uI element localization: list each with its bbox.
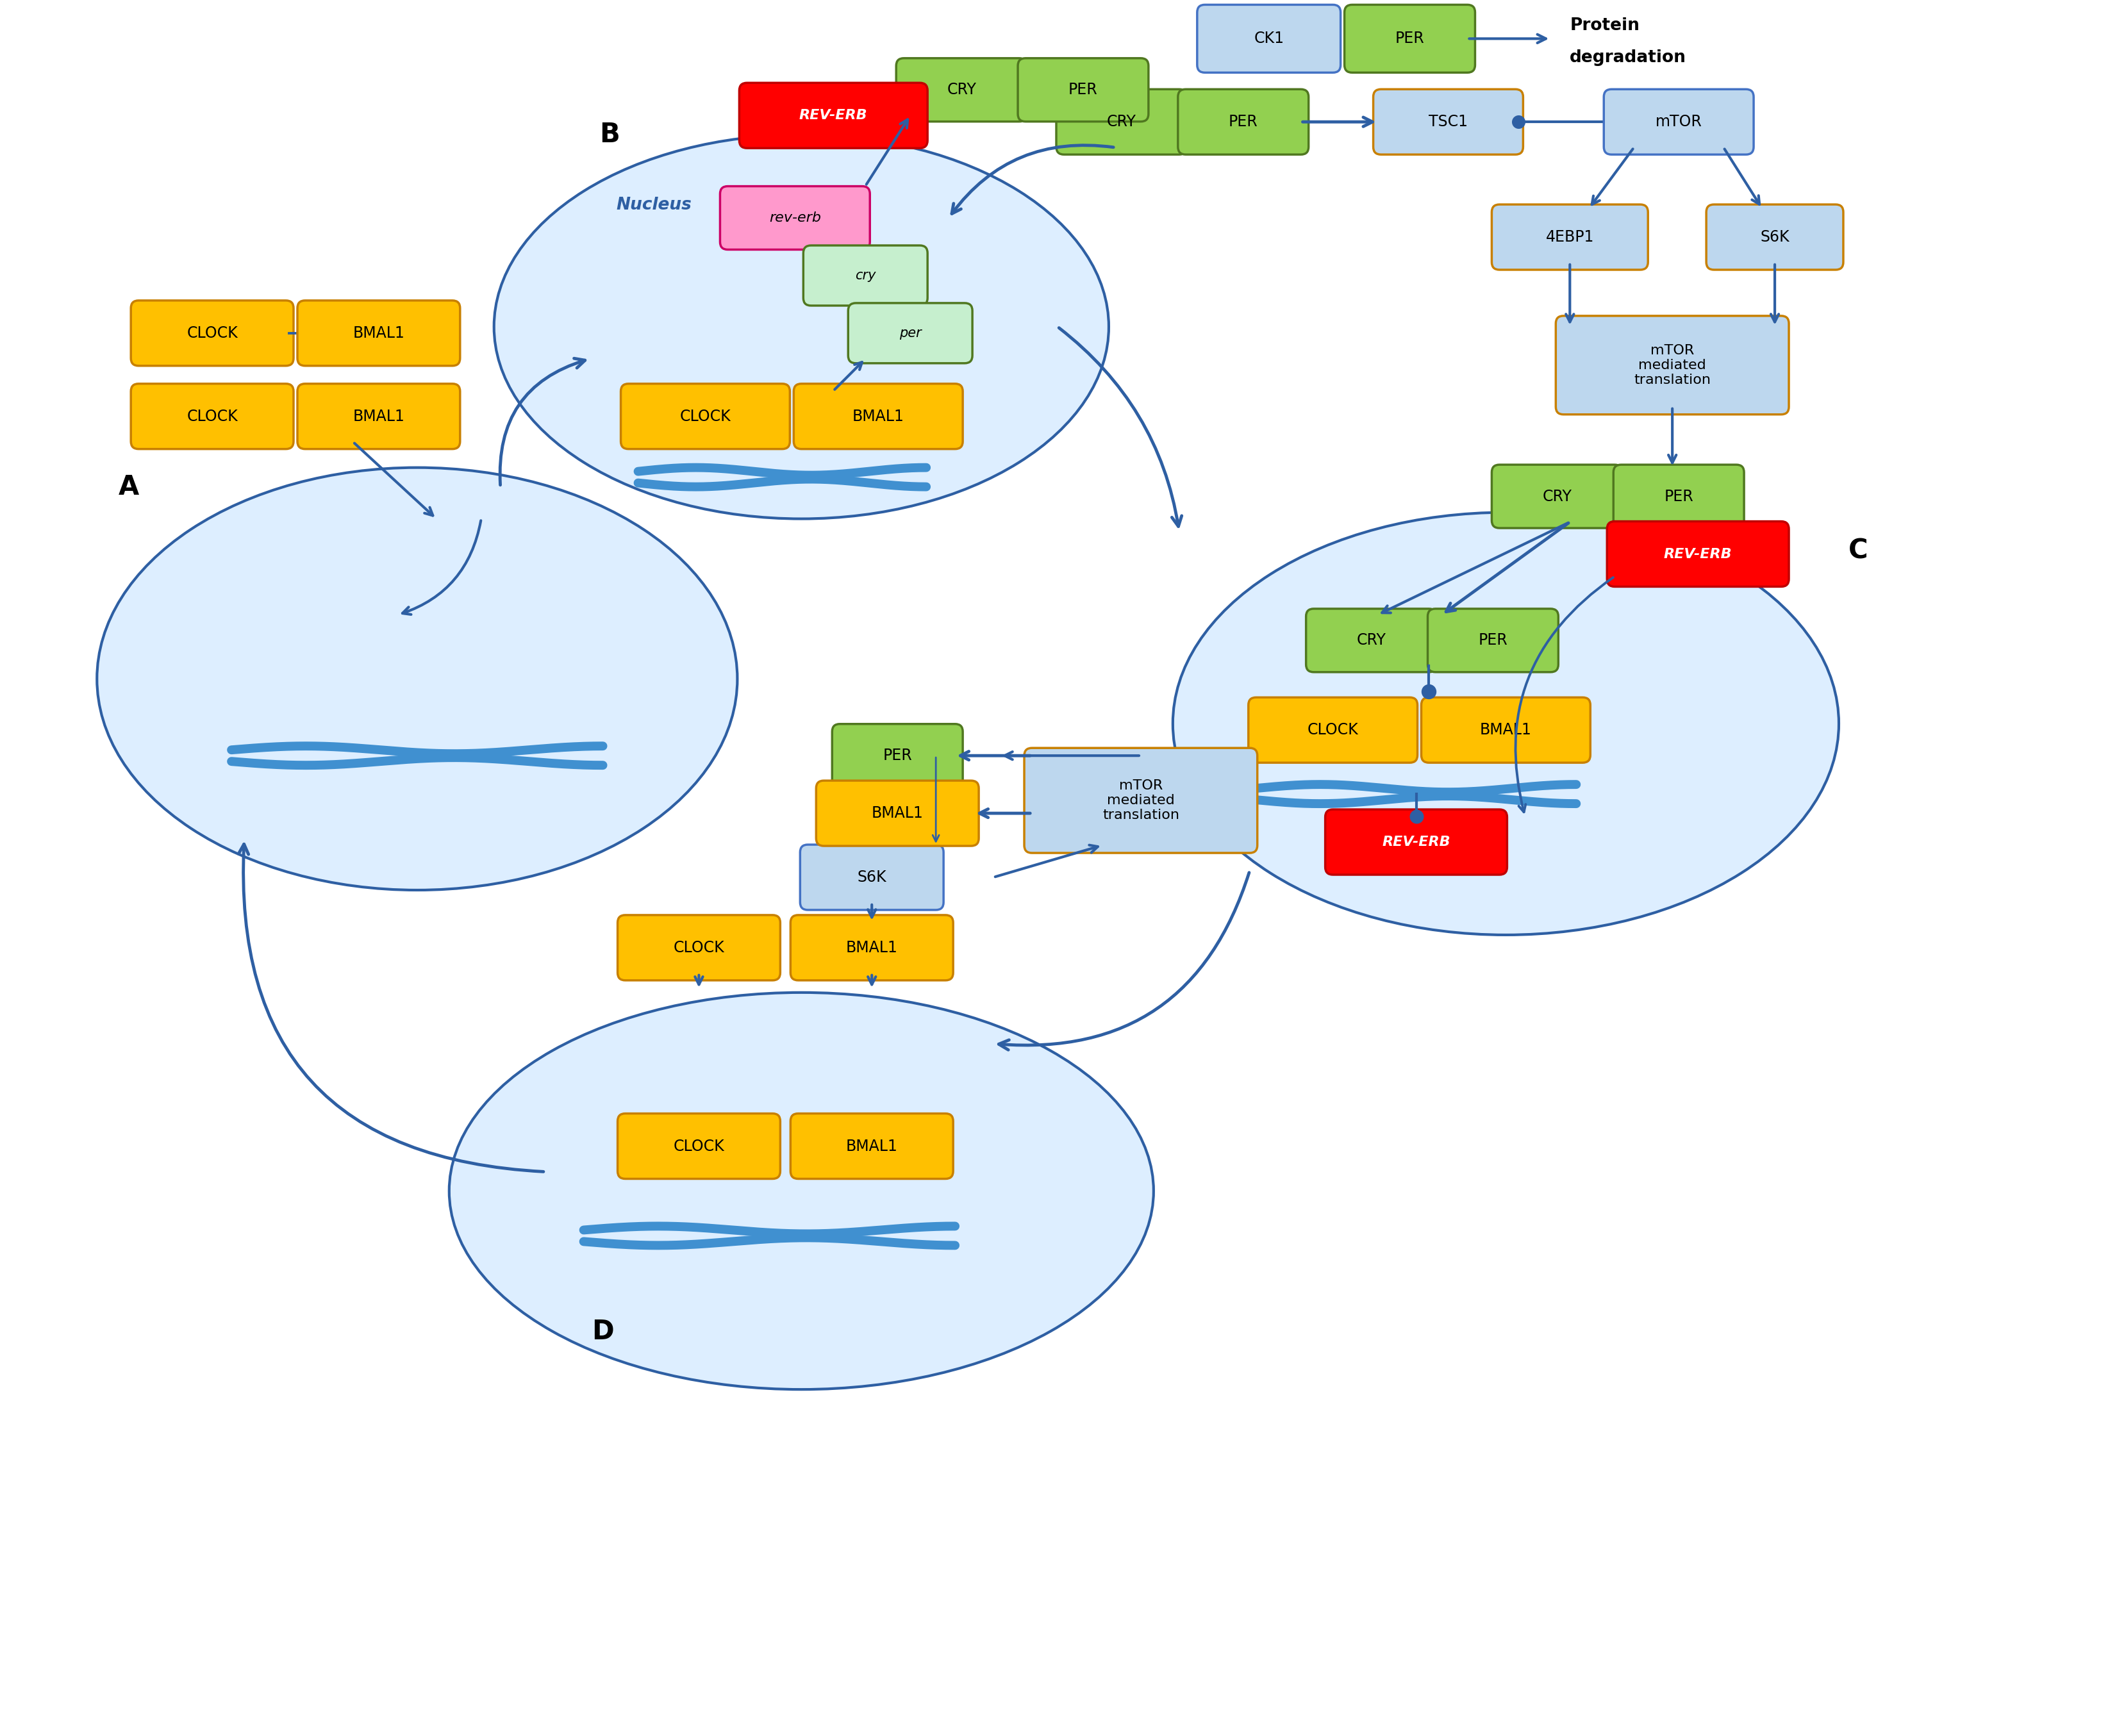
Text: CLOCK: CLOCK [1307, 722, 1359, 738]
FancyBboxPatch shape [1198, 5, 1340, 73]
Text: per: per [899, 326, 922, 340]
FancyBboxPatch shape [815, 781, 979, 845]
Point [1412, 677, 1445, 705]
Text: Protein: Protein [1569, 17, 1639, 35]
FancyBboxPatch shape [897, 59, 1027, 122]
Text: BMAL1: BMAL1 [1479, 722, 1532, 738]
FancyBboxPatch shape [1706, 205, 1843, 269]
Text: CLOCK: CLOCK [672, 939, 725, 955]
FancyBboxPatch shape [1492, 205, 1647, 269]
Text: mTOR
mediated
translation: mTOR mediated translation [1635, 344, 1710, 387]
Text: REV-ERB: REV-ERB [1382, 835, 1450, 849]
Text: CLOCK: CLOCK [672, 1139, 725, 1154]
FancyBboxPatch shape [1017, 59, 1149, 122]
Text: degradation: degradation [1569, 50, 1687, 66]
Point [1399, 802, 1433, 830]
Text: D: D [592, 1318, 613, 1345]
Text: CRY: CRY [1542, 490, 1572, 503]
FancyBboxPatch shape [130, 300, 294, 366]
FancyBboxPatch shape [130, 384, 294, 450]
Text: C: C [1849, 538, 1868, 564]
Text: mTOR: mTOR [1656, 115, 1702, 130]
Text: Nucleus: Nucleus [616, 196, 691, 214]
Text: TSC1: TSC1 [1429, 115, 1469, 130]
Text: CRY: CRY [1107, 115, 1137, 130]
FancyBboxPatch shape [1492, 465, 1622, 528]
FancyBboxPatch shape [794, 384, 962, 450]
FancyBboxPatch shape [800, 845, 943, 910]
Text: PER: PER [882, 748, 912, 764]
Text: CLOCK: CLOCK [187, 408, 237, 424]
FancyBboxPatch shape [1607, 521, 1788, 587]
Text: PER: PER [1664, 490, 1693, 503]
Text: CLOCK: CLOCK [187, 325, 237, 340]
FancyBboxPatch shape [1603, 89, 1754, 155]
FancyBboxPatch shape [1057, 89, 1187, 155]
FancyBboxPatch shape [298, 300, 460, 366]
Text: S6K: S6K [857, 870, 887, 885]
Text: BMAL1: BMAL1 [853, 408, 903, 424]
Text: 4EBP1: 4EBP1 [1546, 229, 1595, 245]
Text: S6K: S6K [1761, 229, 1790, 245]
FancyBboxPatch shape [1326, 809, 1506, 875]
FancyBboxPatch shape [1307, 609, 1437, 672]
Text: REV-ERB: REV-ERB [1664, 547, 1731, 561]
FancyBboxPatch shape [1374, 89, 1523, 155]
Text: CLOCK: CLOCK [681, 408, 731, 424]
FancyBboxPatch shape [298, 384, 460, 450]
Text: CK1: CK1 [1254, 31, 1284, 47]
Text: REV-ERB: REV-ERB [798, 109, 868, 122]
FancyBboxPatch shape [790, 1113, 954, 1179]
FancyBboxPatch shape [803, 245, 927, 306]
FancyBboxPatch shape [849, 304, 973, 363]
FancyBboxPatch shape [740, 83, 927, 148]
Text: cry: cry [855, 269, 876, 281]
Ellipse shape [1172, 512, 1838, 936]
FancyBboxPatch shape [721, 186, 870, 250]
FancyBboxPatch shape [1248, 698, 1418, 762]
FancyBboxPatch shape [618, 915, 779, 981]
Text: BMAL1: BMAL1 [353, 325, 405, 340]
Text: A: A [118, 474, 139, 500]
Text: BMAL1: BMAL1 [872, 806, 922, 821]
Text: rev-erb: rev-erb [769, 212, 821, 224]
FancyBboxPatch shape [1025, 748, 1256, 852]
Text: BMAL1: BMAL1 [353, 408, 405, 424]
Text: mTOR
mediated
translation: mTOR mediated translation [1103, 779, 1179, 821]
FancyBboxPatch shape [1420, 698, 1590, 762]
Ellipse shape [97, 467, 737, 891]
Text: BMAL1: BMAL1 [847, 939, 897, 955]
FancyBboxPatch shape [1429, 609, 1559, 672]
FancyBboxPatch shape [1179, 89, 1309, 155]
FancyBboxPatch shape [618, 1113, 779, 1179]
FancyBboxPatch shape [790, 915, 954, 981]
Text: PER: PER [1395, 31, 1424, 47]
Text: PER: PER [1479, 632, 1509, 648]
FancyBboxPatch shape [832, 724, 962, 788]
Text: CRY: CRY [948, 82, 977, 97]
Point [1502, 108, 1536, 135]
Text: BMAL1: BMAL1 [847, 1139, 897, 1154]
Ellipse shape [450, 993, 1153, 1389]
Text: CRY: CRY [1357, 632, 1387, 648]
FancyBboxPatch shape [620, 384, 790, 450]
FancyBboxPatch shape [1555, 316, 1788, 415]
Ellipse shape [494, 135, 1109, 519]
Text: B: B [599, 122, 620, 148]
FancyBboxPatch shape [1614, 465, 1744, 528]
Text: PER: PER [1229, 115, 1258, 130]
Text: PER: PER [1069, 82, 1099, 97]
FancyBboxPatch shape [1345, 5, 1475, 73]
